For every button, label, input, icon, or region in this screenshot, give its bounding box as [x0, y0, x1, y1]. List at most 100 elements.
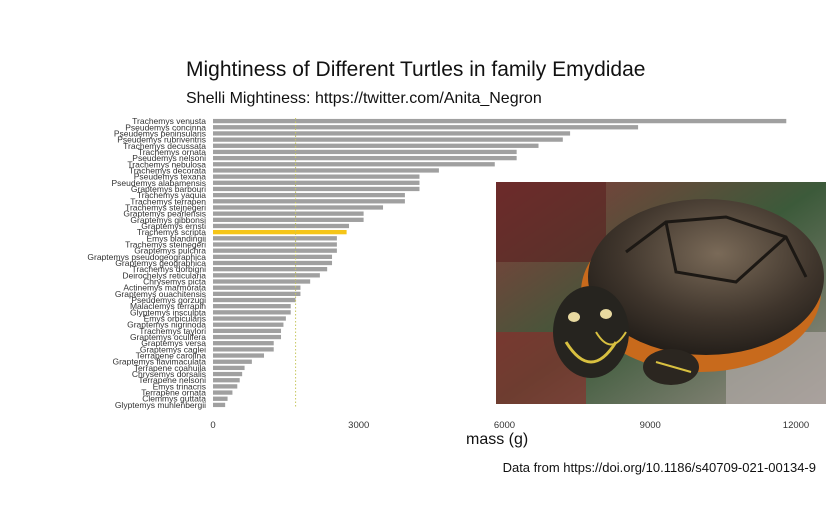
bar [213, 205, 384, 210]
bar [213, 118, 787, 124]
y-tick-label: Trachemys ornata [138, 147, 206, 157]
y-tick-label: Trachemys decorata [129, 165, 206, 175]
x-axis-label: mass (g) [466, 431, 529, 448]
x-tick-label: 3000 [348, 420, 369, 431]
bar [213, 199, 405, 204]
y-tick-label: Emys orbicularis [144, 314, 206, 324]
y-tick-label: Graptemys barbouri [131, 184, 206, 194]
y-tick-label: Glyptemys insculpta [130, 307, 206, 317]
chart-title: Mightiness of Different Turtles in famil… [186, 58, 646, 81]
y-tick-label: Chrysemys picta [143, 277, 206, 287]
x-tick-label: 0 [210, 420, 215, 431]
bar [213, 378, 240, 383]
bar [213, 217, 364, 222]
x-tick-label: 9000 [640, 420, 661, 431]
y-tick-label: Graptemys geographica [115, 258, 206, 268]
y-tick-label: Glyptemys muhlenbergii [115, 400, 206, 410]
y-tick-label: Graptemys versa [141, 338, 206, 348]
y-tick-label: Chrysemys dorsalis [132, 369, 206, 379]
bar [213, 229, 347, 235]
y-tick-label: Pseudemys peninsularis [114, 128, 206, 138]
bar [213, 353, 265, 358]
bar [213, 365, 245, 371]
y-tick-label: Trachemys scripta [137, 227, 206, 237]
bar [213, 359, 252, 364]
y-tick-label: Pseudemys concinna [125, 122, 206, 132]
y-tick-label: Actinemys marmorata [123, 283, 206, 293]
bar [213, 341, 274, 346]
y-tick-label: Pseudemys rubriventris [117, 135, 206, 145]
bar [213, 223, 350, 229]
y-tick-label: Graptemys pearlensis [123, 209, 206, 219]
y-tick-label: Emys trinacris [153, 381, 206, 391]
bar [213, 236, 337, 241]
y-tick-label: Graptemys caglei [140, 344, 206, 354]
y-tick-label: Graptemys oculifera [130, 332, 206, 342]
bar [213, 267, 328, 272]
bar [213, 291, 301, 297]
bar [213, 248, 337, 253]
y-tick-label: Trachemys nebulosa [127, 159, 206, 169]
bar [213, 242, 337, 247]
y-tick-label: Terrapene carolina [136, 351, 207, 361]
bar [213, 285, 301, 290]
data-source-caption: Data from https://doi.org/10.1186/s40709… [502, 460, 816, 475]
bar [213, 125, 639, 130]
y-tick-label: Graptemys gibbonsi [130, 215, 206, 225]
y-tick-label: Terrapene nelsoni [138, 375, 206, 385]
bar [213, 143, 539, 148]
y-tick-label: Graptemys flavimaculata [112, 357, 206, 367]
bar [213, 137, 563, 142]
y-tick-label: Trachemys decussata [123, 141, 206, 151]
bar [213, 347, 274, 352]
y-tick-label: Graptemys pulchra [134, 246, 206, 256]
y-tick-label: Malaclemys terrapin [130, 301, 206, 311]
y-tick-label: Graptemys ernsti [141, 221, 206, 231]
bar [213, 384, 238, 389]
bar [213, 149, 517, 155]
y-tick-label: Trachemys dorbigni [132, 264, 206, 274]
bar [213, 260, 333, 266]
y-tick-label: Graptemys ouachitensis [115, 289, 206, 299]
y-tick-label: Trachemys yaquia [137, 190, 206, 200]
y-tick-label: Clemmys guttata [142, 394, 206, 404]
y-tick-label: Graptemys nigrinoda [127, 320, 206, 330]
bar [213, 168, 439, 173]
bar [213, 297, 296, 303]
bar [213, 371, 243, 377]
bar [213, 180, 420, 185]
bar [213, 402, 226, 408]
bar [213, 131, 571, 136]
bar [213, 174, 420, 179]
bar [213, 310, 291, 315]
y-tick-label: Deirochelys reticularia [122, 270, 206, 280]
bar [213, 279, 311, 284]
y-tick-label: Terrapene ornata [141, 388, 206, 398]
y-tick-label: Emys blandingii [146, 233, 206, 243]
y-tick-label: Graptemys pseudogeographica [87, 252, 206, 262]
y-tick-label: Pseudemys gorzugi [131, 295, 206, 305]
y-tick-label: Trachemys venusta [132, 116, 206, 126]
y-tick-label: Pseudemys texana [134, 172, 207, 182]
bar [213, 155, 517, 161]
bar [213, 273, 320, 278]
bar [213, 162, 495, 167]
y-tick-label: Trachemys stejnegeri [125, 202, 206, 212]
y-tick-label: Trachemys steinegeri [125, 239, 206, 249]
bar [213, 211, 364, 216]
bar [213, 304, 291, 309]
bar [213, 396, 228, 401]
bar [213, 316, 286, 321]
x-tick-label: 12000 [783, 420, 809, 431]
bar [213, 192, 405, 198]
bar [213, 390, 233, 395]
chart-subtitle: Shelli Mightiness: https://twitter.com/A… [186, 90, 542, 107]
x-tick-label: 6000 [494, 420, 515, 431]
bar [213, 334, 282, 340]
bar [213, 186, 420, 192]
y-tick-label: Pseudemys alabamensis [112, 178, 207, 188]
y-tick-label: Trachemys taylori [139, 326, 206, 336]
bar [213, 322, 284, 327]
bar [213, 254, 333, 259]
